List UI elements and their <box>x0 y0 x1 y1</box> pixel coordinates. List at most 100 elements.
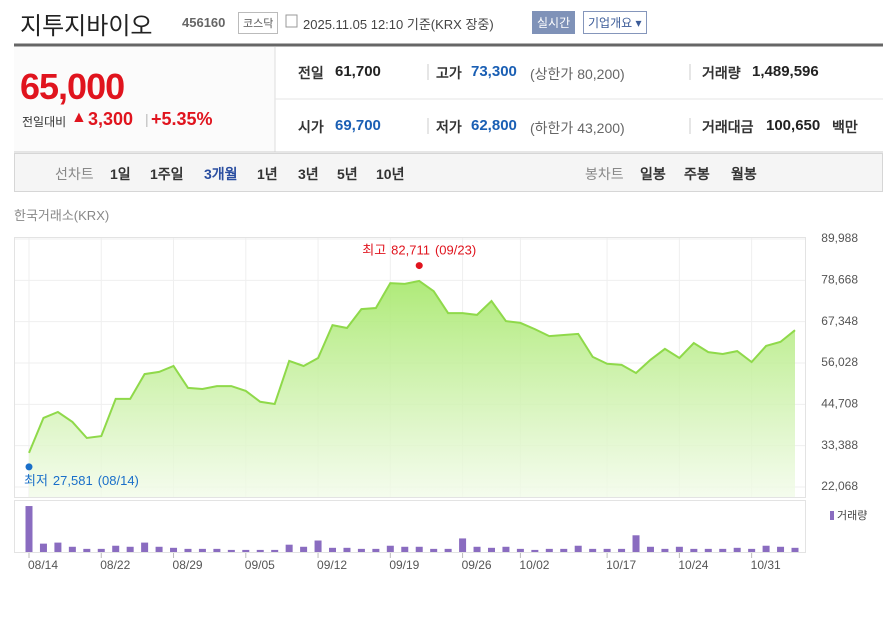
annotation-value: 27,581 <box>53 473 93 488</box>
calendar-icon <box>285 14 298 28</box>
label: 거래량 <box>702 65 741 81</box>
volume-bar <box>372 548 380 552</box>
annotation-date: (08/14) <box>98 473 139 488</box>
source: 한국거래소(KRX) <box>14 208 110 223</box>
y-tick-label: 56,028 <box>821 355 858 369</box>
x-tick-label: 10/17 <box>606 558 636 572</box>
y-tick-label: 33,388 <box>821 438 858 452</box>
value: 100,650 <box>766 117 821 134</box>
volume-bar <box>603 548 611 552</box>
volume-bar <box>502 546 510 552</box>
up-arrow: ▲ <box>71 109 87 126</box>
change-rate: +5.35% <box>151 109 213 129</box>
volume-bar <box>444 548 452 552</box>
realtime-button[interactable]: 실시간 <box>532 11 576 34</box>
annotation-date: (09/23) <box>435 243 476 258</box>
value: 1,489,596 <box>752 63 819 80</box>
label: 전일 <box>298 65 324 81</box>
price-panel <box>14 47 275 152</box>
x-tick-label: 09/12 <box>317 558 347 572</box>
volume-bar <box>386 545 394 552</box>
volume-bar <box>285 544 293 552</box>
volume-bar <box>227 549 235 552</box>
volume-bar <box>733 547 741 552</box>
period-tab[interactable]: 1년 <box>257 166 278 182</box>
x-tick-label: 09/05 <box>245 558 275 572</box>
value: 61,700 <box>335 63 381 80</box>
volume-bar <box>748 548 756 552</box>
period-tab[interactable]: 1일 <box>110 166 131 182</box>
period-tab[interactable]: 3개월 <box>204 166 238 182</box>
datetime: 2025.11.05 12:10 기준(KRX 장중) <box>303 14 494 33</box>
label: 시가 <box>298 119 324 135</box>
value: 73,300 <box>471 63 517 80</box>
label: 저가 <box>436 119 462 135</box>
y-tick-label: 89,988 <box>821 231 858 245</box>
area-fill <box>29 280 795 497</box>
annotation-label: 최고 <box>362 243 386 258</box>
volume-bar <box>791 547 799 552</box>
volume-bar <box>777 546 785 552</box>
volume-bar <box>459 538 467 552</box>
volume-bar <box>646 546 654 552</box>
volume-bar <box>560 548 568 552</box>
extreme-marker <box>415 262 423 270</box>
volume-bar <box>719 548 727 552</box>
value: 69,700 <box>335 117 381 134</box>
period-tab[interactable]: 1주일 <box>150 166 184 182</box>
volume-bar <box>314 540 322 552</box>
period-tab[interactable]: 5년 <box>337 166 358 182</box>
volume-bar <box>256 549 264 552</box>
volume-bar <box>126 546 134 552</box>
label: 거래대금 <box>702 119 754 135</box>
volume-bar <box>661 548 669 552</box>
unit: 백만 <box>832 119 858 135</box>
y-tick-label: 22,068 <box>821 479 858 493</box>
volume-bar <box>762 545 770 552</box>
volume-bar <box>242 549 250 552</box>
volume-bar <box>329 547 337 552</box>
period-tab[interactable]: 10년 <box>376 166 405 182</box>
volume-bar <box>690 548 698 552</box>
x-tick-label: 09/19 <box>389 558 419 572</box>
volume-bar <box>97 548 105 552</box>
volume-bar <box>487 547 495 552</box>
line-chart-label: 선차트 <box>55 166 94 182</box>
volume-bar <box>415 546 423 552</box>
candle-tab[interactable]: 주봉 <box>684 166 710 182</box>
y-tick-label: 78,668 <box>821 273 858 287</box>
candle-tab[interactable]: 일봉 <box>640 166 666 182</box>
volume-bar <box>300 546 308 552</box>
stock-code: 456160 <box>182 15 226 30</box>
volume-bar <box>516 548 524 552</box>
annotation-value: 82,711 <box>391 243 430 258</box>
volume-bar <box>632 535 640 552</box>
x-tick-label: 10/02 <box>519 558 549 572</box>
volume-bar <box>112 545 120 552</box>
volume-bar <box>170 547 178 552</box>
volume-bar <box>213 548 221 552</box>
x-tick-label: 10/31 <box>751 558 781 572</box>
volume-bar <box>589 548 597 552</box>
plot-frame <box>14 237 806 498</box>
period-tab[interactable]: 3년 <box>298 166 319 182</box>
extreme-marker <box>25 463 33 471</box>
annotation: 최고 82,711 (09/23) <box>362 243 476 258</box>
label: 고가 <box>436 65 462 81</box>
candle-tab[interactable]: 월봉 <box>731 166 757 182</box>
company-button[interactable]: 기업개요 ▾ <box>583 11 647 34</box>
market-badge: 코스닥 <box>238 12 279 34</box>
x-tick-label: 08/14 <box>28 558 58 572</box>
volume-bar <box>357 548 365 552</box>
volume-bar <box>54 542 62 552</box>
volume-bar <box>343 547 351 552</box>
x-tick-label: 09/26 <box>462 558 492 572</box>
volume-bar <box>574 545 582 552</box>
volume-bar <box>531 549 539 552</box>
volume-bar <box>618 548 626 552</box>
date: 2025.11.05 12:10 <box>303 17 404 32</box>
tab-bar <box>14 153 883 192</box>
annotation-label: 최저 <box>24 473 48 488</box>
